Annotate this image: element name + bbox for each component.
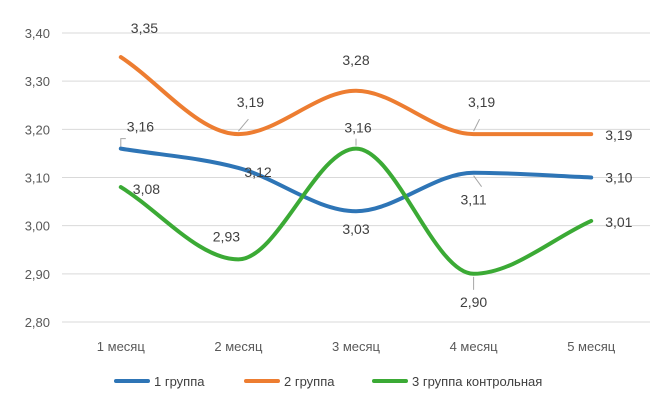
series-1-data-label: 3,03 xyxy=(342,221,369,237)
y-tick-label: 3,30 xyxy=(25,74,50,89)
series-1-data-label: 3,16 xyxy=(127,119,154,135)
y-axis: 2,80 2,90 3,00 3,10 3,20 3,30 3,40 xyxy=(25,26,50,330)
x-axis: 1 месяц 2 месяц 3 месяц 4 месяц 5 месяц xyxy=(97,339,616,354)
series-2-data-label: 3,19 xyxy=(605,127,632,143)
y-tick-label: 3,10 xyxy=(25,171,50,186)
leader-line xyxy=(473,118,481,132)
series-1-data-label: 3,10 xyxy=(605,170,632,186)
data-labels: 3,16 3,12 3,03 3,11 3,10 3,35 3,19 3,28 3,19 3,19… xyxy=(127,20,633,310)
x-tick-label: 5 месяц xyxy=(567,339,616,354)
series-1-legend-label: 1 группа xyxy=(154,374,205,389)
series-2-legend-label: 2 группа xyxy=(284,374,335,389)
x-tick-label: 3 месяц xyxy=(332,339,381,354)
y-tick-label: 2,80 xyxy=(25,315,50,330)
series-2-line xyxy=(118,55,594,137)
series-1-data-label: 3,11 xyxy=(460,192,486,208)
series-3-data-label: 3,01 xyxy=(605,214,632,230)
x-tick-label: 1 месяц xyxy=(97,339,146,354)
x-tick-label: 4 месяц xyxy=(450,339,499,354)
x-tick-label: 2 месяц xyxy=(214,339,263,354)
gridlines xyxy=(62,32,650,323)
series-1-line xyxy=(118,146,594,214)
series-3-legend-label: 3 группа контрольная xyxy=(412,374,542,389)
series-2-data-label: 3,19 xyxy=(468,94,495,110)
legend: 1 группа 2 группа 3 группа контрольная xyxy=(114,374,542,389)
series-3-data-label: 3,16 xyxy=(344,120,371,136)
series-3-line xyxy=(118,146,594,276)
series-2-data-label: 3,28 xyxy=(342,52,369,68)
label-leader-lines xyxy=(120,118,483,290)
series-3-data-label: 2,93 xyxy=(213,228,240,244)
series-3-data-label: 2,90 xyxy=(460,294,487,310)
y-tick-label: 3,40 xyxy=(25,26,50,41)
y-tick-label: 3,00 xyxy=(25,219,50,234)
series-lines xyxy=(118,55,594,276)
leader-line xyxy=(238,118,249,132)
y-tick-label: 2,90 xyxy=(25,267,50,282)
leader-line xyxy=(120,138,126,149)
series-3-data-label: 3,08 xyxy=(133,181,160,197)
series-2-data-label: 3,19 xyxy=(237,94,264,110)
leader-line xyxy=(473,175,483,187)
y-tick-label: 3,20 xyxy=(25,122,50,137)
series-2-data-label: 3,35 xyxy=(131,20,158,36)
series-1-data-label: 3,12 xyxy=(244,164,271,180)
